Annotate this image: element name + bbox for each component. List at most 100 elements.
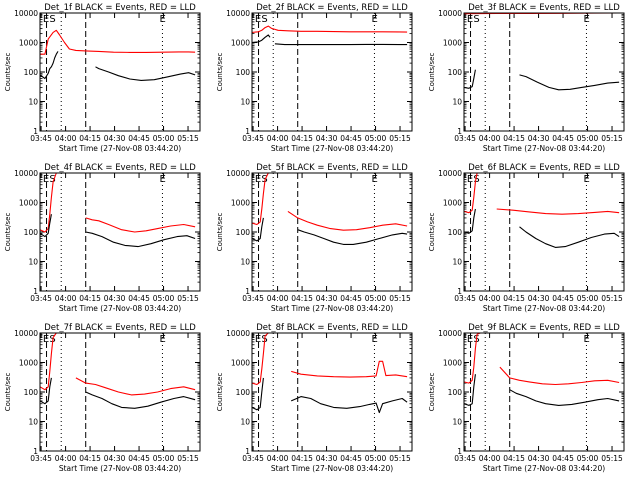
event-letter-marker: S [49,174,55,185]
x-tick-label: 04:00 [479,454,501,463]
plot-frame [39,172,201,292]
x-tick-label: 04:45 [340,294,362,303]
x-axis-label: Start Time (27-Nov-08 03:44:20) [271,464,393,473]
events-series-line [251,34,408,46]
x-axis-label: Start Time (27-Nov-08 03:44:20) [59,464,181,473]
y-tick-label: 1000 [19,39,38,48]
event-letter-marker: E [160,174,166,185]
x-tick-label: 05:00 [153,134,175,143]
y-tick-label: 100 [448,388,463,397]
y-tick-label: 1000 [231,199,250,208]
x-tick-label: 05:00 [153,454,175,463]
x-tick-label: 03:45 [242,294,264,303]
y-tick-label: 1 [33,447,38,456]
y-tick-label: 100 [236,228,251,237]
x-axis-label: Start Time (27-Nov-08 03:44:20) [59,144,181,153]
x-tick-label: 04:45 [128,294,150,303]
y-tick-label: 10000 [226,169,250,178]
y-tick-label: 1000 [19,359,38,368]
event-letter-marker: S [261,174,267,185]
y-axis-label: Counts/sec [4,213,12,252]
x-tick-label: 04:00 [479,134,501,143]
y-tick-label: 10000 [438,329,462,338]
y-tick-label: 100 [24,228,39,237]
events-series-line [39,51,196,81]
x-tick-label: 05:15 [389,134,411,143]
x-tick-label: 04:15 [503,294,525,303]
y-tick-label: 1 [245,287,250,296]
plot-frame [251,12,413,132]
x-tick-label: 04:00 [55,294,77,303]
x-tick-label: 05:00 [365,454,387,463]
x-tick-label: 04:45 [340,454,362,463]
x-tick-label: 04:15 [503,134,525,143]
event-letter-marker: E [467,334,473,345]
plot-frame [251,332,413,452]
x-tick-label: 05:15 [601,134,623,143]
x-tick-label: 04:15 [79,134,101,143]
y-axis-label: Counts/sec [4,373,12,412]
x-tick-label: 04:30 [104,134,126,143]
y-tick-label: 10000 [14,329,38,338]
event-letter-marker: E [584,14,590,25]
x-tick-label: 04:15 [291,134,313,143]
x-tick-label: 04:30 [528,454,550,463]
y-axis-label: Counts/sec [216,53,224,92]
y-tick-label: 1 [457,447,462,456]
x-tick-label: 04:30 [316,294,338,303]
x-tick-label: 04:45 [128,134,150,143]
y-tick-label: 10 [240,258,250,267]
events-series-line [39,377,196,409]
event-letter-marker: E [43,174,49,185]
lld-series-line [251,172,408,231]
y-tick-label: 10 [452,98,462,107]
x-tick-label: 03:45 [454,454,476,463]
x-tick-label: 04:00 [267,134,289,143]
event-letter-marker: E [467,174,473,185]
x-tick-label: 04:45 [552,134,574,143]
lld-series-line [40,29,196,55]
y-tick-label: 100 [236,68,251,77]
event-letter-marker: E [584,174,590,185]
y-tick-label: 1000 [443,199,462,208]
plot-frame [463,12,625,132]
y-tick-label: 1000 [19,199,38,208]
chart-title: Det_5f BLACK = Events, RED = LLD [256,163,408,173]
lld-series-line [251,332,408,386]
event-letter-marker: E [372,14,378,25]
x-tick-label: 05:00 [153,294,175,303]
lld-series-line [39,332,196,396]
x-tick-label: 04:45 [340,134,362,143]
chart-title: Det_7f BLACK = Events, RED = LLD [44,323,196,333]
x-axis-label: Start Time (27-Nov-08 03:44:20) [59,304,181,313]
y-tick-label: 10 [452,418,462,427]
y-tick-label: 10 [28,258,38,267]
x-tick-label: 05:00 [577,294,599,303]
chart-panel-3: Det_3f BLACK = Events, RED = LLD Counts/s… [428,3,625,153]
lld-series-line [463,172,620,215]
x-tick-label: 03:45 [30,134,52,143]
x-tick-label: 05:15 [177,294,199,303]
x-tick-label: 05:00 [365,294,387,303]
x-tick-label: 04:15 [291,294,313,303]
y-tick-label: 10000 [438,9,462,18]
x-tick-label: 05:15 [389,294,411,303]
event-letter-marker: E [255,174,261,185]
x-tick-label: 04:45 [552,454,574,463]
x-axis-label: Start Time (27-Nov-08 03:44:20) [483,304,605,313]
y-axis-label: Counts/sec [4,53,12,92]
x-tick-label: 05:00 [577,134,599,143]
x-tick-label: 04:00 [55,134,77,143]
plot-frame [463,172,625,292]
x-tick-label: 05:00 [577,454,599,463]
event-letter-marker: E [372,174,378,185]
y-tick-label: 10 [28,98,38,107]
x-tick-label: 04:15 [291,454,313,463]
x-tick-label: 04:00 [267,454,289,463]
y-tick-label: 1 [245,127,250,136]
x-tick-label: 04:30 [316,134,338,143]
y-axis-label: Counts/sec [216,213,224,252]
event-letter-marker: E [255,334,261,345]
event-letter-marker: E [43,334,49,345]
